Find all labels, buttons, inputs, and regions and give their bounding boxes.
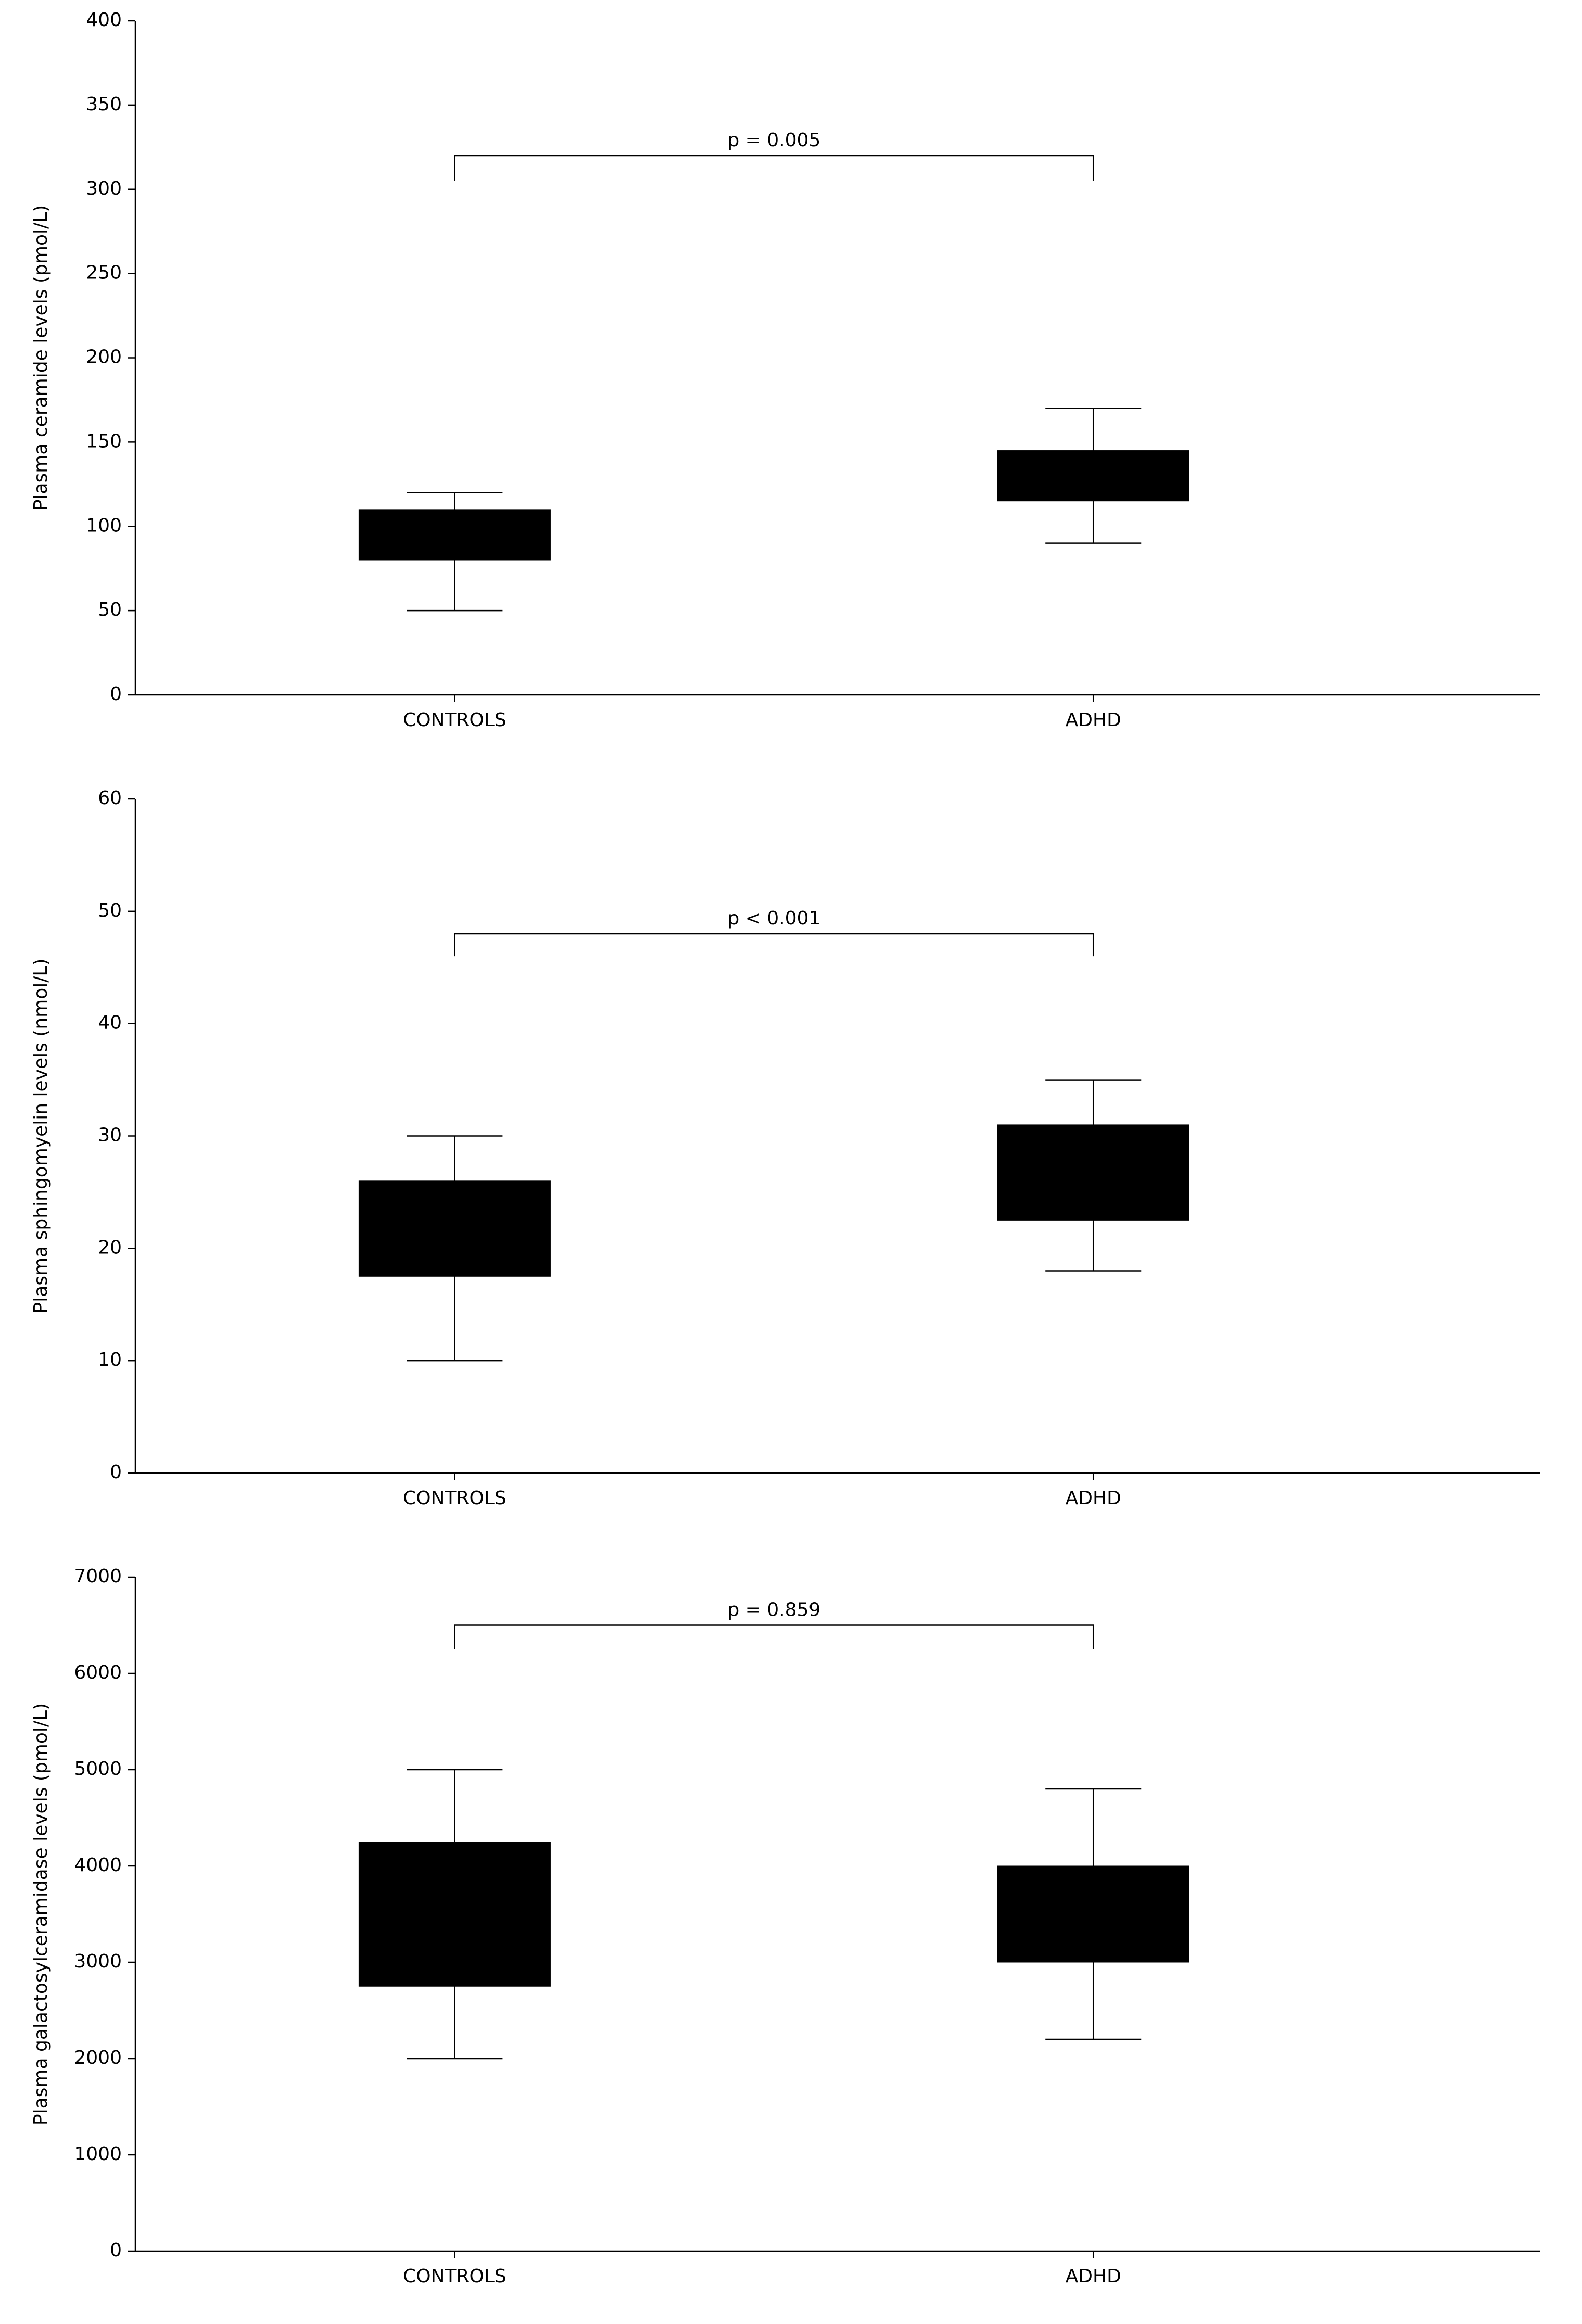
y-tick-label: 6000: [74, 1662, 122, 1683]
box-controls: [359, 1181, 550, 1276]
y-tick-label: 20: [98, 1237, 122, 1258]
panel-2: 0 1000 2000 3000 4000 5000 6000 7000 CONTROLS ADH…: [0, 1556, 1582, 2324]
y-tick-label: 10: [98, 1349, 122, 1370]
y-tick-label: 1000: [74, 2143, 122, 2165]
x-tick-label: ADHD: [1066, 709, 1121, 731]
x-tick-label: ADHD: [1066, 2266, 1121, 2287]
y-tick-label: 4000: [74, 1855, 122, 1876]
p-bracket: [454, 156, 1093, 181]
y-tick-label: 400: [86, 9, 122, 31]
y-axis-label: Plasma galactosylceramidase levels (pmol…: [30, 1703, 52, 2125]
p-bracket: [454, 934, 1093, 956]
box-adhd: [997, 451, 1189, 501]
panel-1: 0 10 20 30 40 50 60 CONTROLS ADHD Plasma sphingom…: [0, 778, 1582, 1546]
panel-svg-2: 0 1000 2000 3000 4000 5000 6000 7000 CONTROLS ADH…: [0, 1556, 1582, 2324]
panel-0: 0 50 100 150 200 250 300 350 400 CONTROLS ADHD Plas…: [0, 0, 1582, 768]
box-adhd: [997, 1866, 1189, 1962]
y-tick-label: 50: [98, 599, 122, 620]
y-tick-label: 250: [86, 262, 122, 284]
panel-svg-1: 0 10 20 30 40 50 60 CONTROLS ADHD Plasma sphingom…: [0, 778, 1582, 1546]
y-tick-label: 50: [98, 900, 122, 921]
p-value-label: p = 0.005: [727, 130, 820, 151]
x-tick-label: CONTROLS: [403, 2266, 507, 2287]
y-tick-label: 60: [98, 788, 122, 809]
x-tick-label: CONTROLS: [403, 1488, 507, 1509]
y-axis-label: Plasma sphingomyelin levels (nmol/L): [30, 959, 52, 1314]
y-tick-label: 300: [86, 178, 122, 199]
panel-svg-0: 0 50 100 150 200 250 300 350 400 CONTROLS ADHD Plas…: [0, 0, 1582, 768]
y-tick-label: 3000: [74, 1951, 122, 1972]
y-tick-label: 30: [98, 1125, 122, 1146]
y-tick-label: 0: [110, 683, 122, 705]
box-adhd: [997, 1125, 1189, 1220]
y-tick-label: 5000: [74, 1758, 122, 1780]
y-tick-label: 200: [86, 347, 122, 368]
y-tick-label: 100: [86, 515, 122, 536]
p-value-label: p < 0.001: [727, 908, 820, 929]
y-tick-label: 150: [86, 430, 122, 452]
y-tick-label: 0: [110, 1462, 122, 1483]
p-bracket: [454, 1625, 1093, 1649]
y-tick-label: 2000: [74, 2047, 122, 2068]
y-tick-label: 0: [110, 2240, 122, 2261]
x-tick-label: CONTROLS: [403, 709, 507, 731]
y-tick-label: 350: [86, 94, 122, 115]
y-tick-label: 40: [98, 1012, 122, 1034]
box-controls: [359, 510, 550, 560]
p-value-label: p = 0.859: [727, 1599, 820, 1621]
figure-container: 050100150200250300350400CONTROLSADHDPlas…: [0, 0, 1582, 2324]
x-tick-label: ADHD: [1066, 1488, 1121, 1509]
y-tick-label: 7000: [74, 1566, 122, 1587]
y-axis-label: Plasma ceramide levels (pmol/L): [30, 205, 52, 511]
box-controls: [359, 1842, 550, 1987]
